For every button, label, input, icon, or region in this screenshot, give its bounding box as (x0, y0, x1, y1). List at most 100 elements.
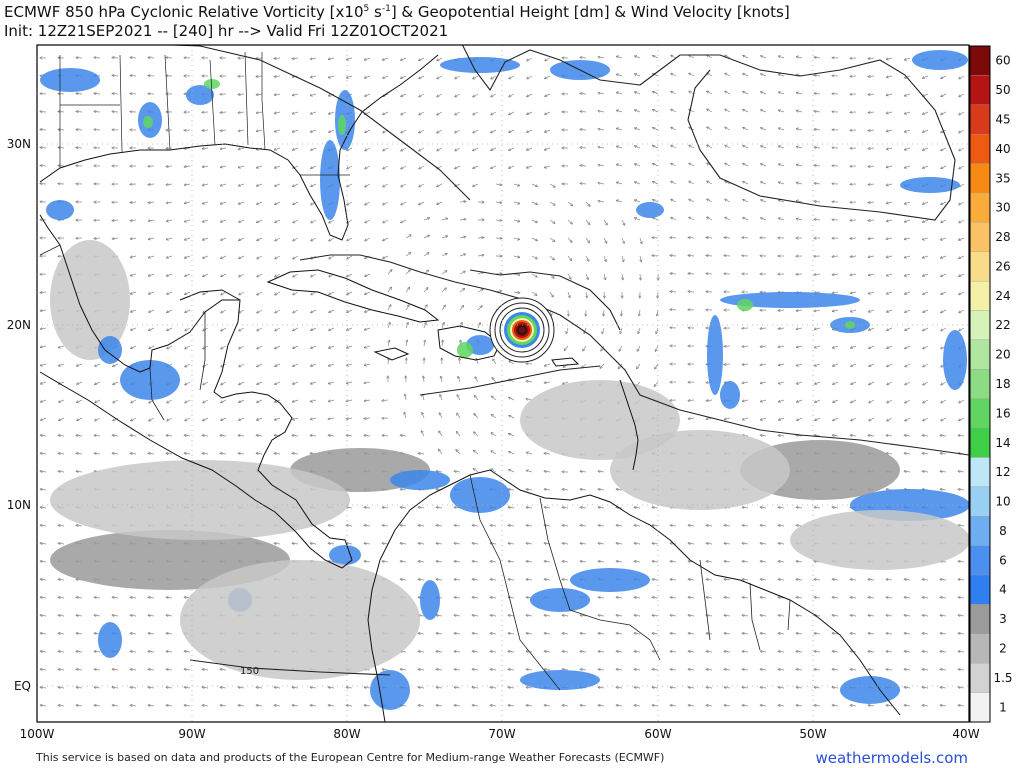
wind-arrow (148, 76, 155, 77)
wind-arrow (616, 164, 623, 166)
wind-arrow (293, 237, 299, 241)
wind-arrow (275, 237, 281, 241)
wind-arrow (778, 92, 785, 95)
wind-arrow (238, 183, 245, 186)
wind-arrow (601, 345, 605, 351)
wind-arrow (388, 358, 389, 365)
wind-arrow (293, 291, 299, 295)
colorbar-swatch (969, 663, 991, 693)
wind-arrow (477, 255, 484, 256)
wind-arrow (850, 274, 857, 275)
wind-arrow (491, 111, 497, 115)
colorbar-label: 26 (995, 259, 1010, 273)
wind-arrow (549, 201, 555, 205)
wind-arrow (365, 219, 371, 223)
vorticity-patch (40, 68, 100, 92)
wind-arrow (58, 363, 65, 366)
wind-arrow (40, 363, 47, 366)
wind-arrow (311, 273, 317, 277)
wind-arrow (513, 292, 520, 293)
wind-arrow (796, 147, 803, 149)
wind-arrow (761, 56, 767, 59)
brand-link[interactable]: weathermodels.com (815, 749, 968, 767)
wind-arrow (401, 201, 407, 205)
wind-arrow (148, 202, 155, 203)
wind-arrow (382, 57, 389, 60)
wind-arrow (202, 130, 209, 131)
colorbar-label: 1 (999, 700, 1007, 714)
wind-arrow (328, 58, 335, 59)
wind-arrow (616, 92, 623, 94)
wind-arrow (346, 327, 353, 330)
wind-arrow (689, 217, 695, 221)
colorbar: 60 50 45 40 35 30 28 26 24 22 20 18 16 14 12 10 8 6 4 3 2 1.5… (969, 45, 1013, 723)
wind-arrow (634, 92, 641, 95)
wind-arrow (95, 363, 101, 366)
colorbar-swatch (969, 633, 991, 664)
wind-arrow (922, 219, 929, 222)
wind-arrow (130, 238, 137, 239)
wind-arrow (293, 255, 299, 259)
wind-arrow (526, 147, 533, 150)
wind-arrow (640, 273, 641, 280)
wind-arrow (814, 219, 821, 220)
wind-arrow (868, 148, 875, 149)
wind-arrow (796, 129, 803, 131)
wind-arrow (149, 327, 155, 331)
wind-arrow (383, 165, 389, 169)
wind-arrow (347, 183, 353, 187)
wind-arrow (405, 252, 411, 257)
wind-arrow (346, 57, 353, 60)
credit-text: This service is based on data and produc… (36, 751, 665, 764)
wind-arrow (441, 253, 447, 257)
wind-arrow (778, 328, 785, 329)
wind-arrow (868, 327, 875, 330)
wind-arrow (886, 148, 893, 149)
wind-arrow (311, 345, 317, 348)
wind-arrow (442, 340, 443, 347)
wind-arrow (274, 165, 281, 168)
wind-arrow (365, 129, 371, 133)
wind-arrow (567, 201, 573, 206)
wind-arrow (58, 345, 65, 348)
vorticity-patch (204, 79, 220, 89)
wind-arrow (40, 346, 47, 347)
wind-arrow (886, 184, 893, 185)
wind-arrow (796, 201, 803, 203)
wind-arrow (365, 147, 371, 151)
wind-arrow (220, 112, 227, 113)
wind-arrow (473, 93, 479, 97)
wind-arrow (293, 309, 299, 313)
lon-label-40w: 40W (952, 727, 979, 741)
wind-arrow (941, 201, 947, 205)
wind-arrow (401, 129, 407, 133)
wind-arrow (616, 56, 623, 58)
wind-arrow (40, 94, 47, 95)
colorbar-swatch (969, 692, 991, 723)
wind-arrow (814, 201, 821, 202)
wind-arrow (455, 75, 461, 79)
vorticity-patch (790, 510, 969, 570)
wind-arrow (130, 309, 137, 312)
wind-arrow (112, 220, 119, 221)
wind-arrow (922, 237, 929, 240)
wind-arrow (401, 75, 407, 79)
wind-arrow (293, 165, 299, 168)
wind-arrow (671, 91, 677, 95)
wind-arrow (256, 130, 263, 131)
wind-arrow (328, 111, 335, 114)
wind-arrow (725, 217, 731, 221)
vorticity-patch (530, 588, 590, 612)
wind-arrow (257, 219, 263, 223)
wind-arrow (567, 219, 572, 224)
wind-arrow (148, 273, 155, 276)
wind-arrow (473, 165, 479, 169)
wind-arrow (383, 219, 389, 223)
wind-arrow (778, 56, 785, 59)
wind-arrow (221, 309, 227, 313)
map-title: ECMWF 850 hPa Cyclonic Relative Vorticit… (4, 3, 790, 21)
wind-arrow (743, 217, 749, 221)
vorticity-patch (440, 57, 520, 73)
wind-arrow (941, 273, 947, 276)
wind-arrow (419, 183, 425, 187)
